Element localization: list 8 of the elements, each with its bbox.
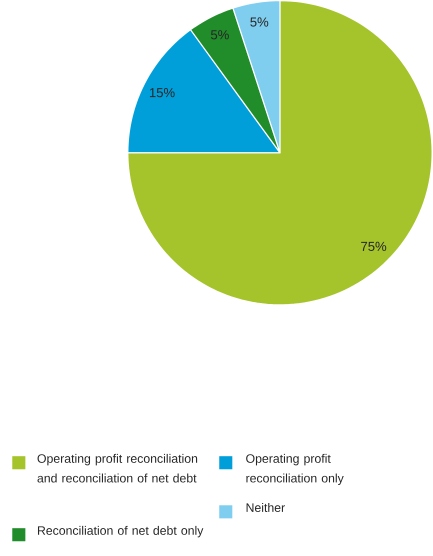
legend-label: Neither [246,502,286,512]
data-label: 15% [150,88,175,98]
data-label: 75% [361,242,386,251]
legend-label: Reconciliation of net debt only [38,526,204,538]
data-label: 5% [211,30,229,40]
data-label: 5% [250,17,268,27]
legend-label: Operating profit reconciliation only [246,454,344,485]
legend-label: Operating profit reconciliation and reconciliation of net debt [38,454,198,483]
